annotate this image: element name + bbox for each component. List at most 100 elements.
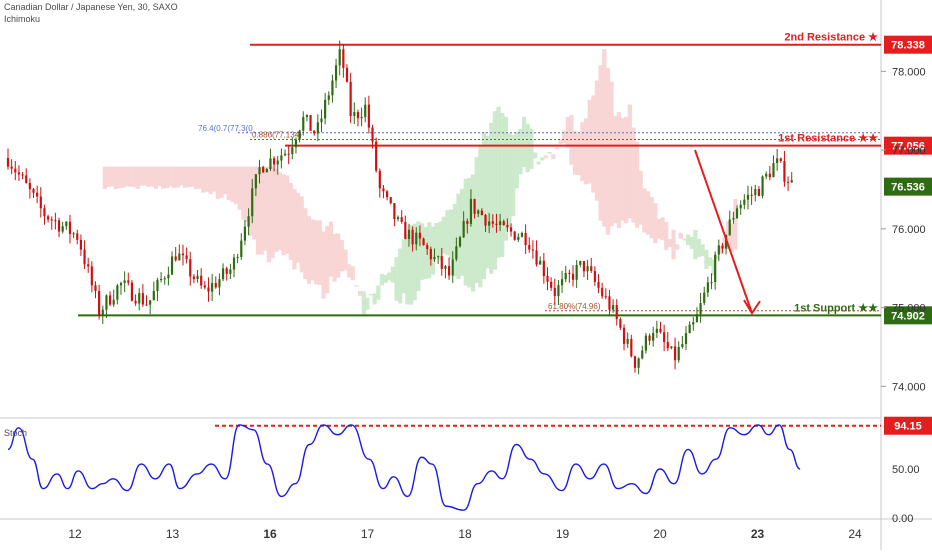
candle-body (535, 250, 538, 265)
chart-title: Canadian Dollar / Japanese Yen, 30, SAXO (4, 2, 178, 12)
cloud-segment (485, 135, 490, 269)
cloud-segment (718, 246, 724, 254)
candle-body (298, 130, 301, 140)
candle-body (101, 309, 104, 316)
cloud-segment (463, 178, 468, 286)
candle-body (699, 302, 702, 315)
candle-body (735, 208, 739, 219)
candle-body (495, 223, 498, 225)
candle (469, 189, 473, 227)
candle (39, 187, 42, 218)
candle-body (488, 221, 491, 226)
candle (345, 64, 349, 83)
candle-body (440, 256, 443, 269)
candle-body (116, 285, 119, 300)
cloud-segment (689, 236, 694, 249)
candle-body (695, 314, 699, 323)
candle (123, 271, 126, 293)
candle-body (655, 328, 658, 333)
candle-body (378, 170, 381, 189)
candle-body (39, 196, 42, 209)
indicator-label: Ichimoku (4, 14, 41, 24)
candle (324, 93, 327, 125)
candle (506, 218, 509, 232)
cloud-segment (274, 168, 279, 252)
cloud-segment (503, 116, 508, 241)
candle (612, 299, 615, 313)
cloud-segment (521, 116, 527, 168)
cloud-segment (631, 127, 636, 223)
candle-body (575, 264, 578, 280)
candle-body (491, 221, 494, 224)
candle-body (761, 176, 764, 196)
candle (637, 357, 640, 375)
cloud-segment (726, 221, 731, 250)
cloud-segment (489, 122, 494, 274)
candle (757, 186, 761, 197)
candle (666, 332, 669, 352)
cloud-segment (314, 220, 319, 285)
candle (185, 247, 188, 264)
candle (550, 277, 553, 291)
candle (334, 58, 338, 89)
cloud-segment (208, 166, 213, 195)
cloud-segment (660, 217, 665, 240)
candle (10, 159, 13, 175)
candle-body (644, 335, 648, 351)
candle-body (6, 157, 10, 167)
candle (681, 336, 684, 349)
level-tag-bg-1 (884, 136, 932, 155)
candle-body (717, 245, 720, 255)
candle (564, 265, 567, 283)
candle-body (615, 305, 618, 320)
cloud-segment (583, 118, 589, 185)
candle-body (371, 127, 374, 142)
candle-body (557, 285, 560, 297)
candle-body (141, 293, 144, 305)
cloud-segment (613, 115, 618, 224)
candle-body (25, 175, 28, 184)
candle (539, 256, 542, 265)
cloud-segment (419, 223, 425, 280)
candle-body (342, 49, 345, 68)
cloud-segment (441, 216, 447, 254)
candle (502, 219, 505, 226)
candle-body (287, 153, 290, 155)
candle (688, 321, 691, 334)
candle (276, 155, 279, 175)
x-tick-label: 12 (68, 527, 82, 541)
forecast-arrow (694, 149, 753, 314)
y-tick-label: 76.000 (892, 224, 926, 236)
candle (371, 124, 374, 149)
candle-body (316, 122, 319, 134)
candle (626, 332, 629, 348)
candle (604, 288, 607, 300)
candle (17, 165, 21, 181)
cloud-segment (449, 209, 454, 260)
stoch-tick-label: 50.00 (892, 464, 920, 476)
candle-body (739, 204, 742, 209)
candle (305, 114, 308, 122)
candle (112, 289, 115, 307)
cloud-segment (394, 257, 399, 301)
candle (218, 273, 221, 296)
candle-body (681, 344, 684, 347)
candle-body (119, 282, 123, 286)
candle (480, 208, 483, 216)
candle (101, 305, 104, 324)
candle (641, 345, 644, 360)
candle (32, 187, 35, 199)
candle-body (90, 266, 93, 286)
cloud-segment (412, 223, 417, 301)
cloud-segment (416, 221, 421, 292)
cloud-segment (711, 259, 716, 276)
candle-body (232, 257, 236, 270)
cloud-segment (532, 152, 538, 159)
cloud-segment (288, 183, 293, 260)
candle-body (123, 280, 126, 283)
cloud-segment (649, 197, 654, 239)
candle-body (156, 279, 159, 292)
y-tick-label: 75.000 (892, 303, 926, 315)
candle-body (637, 358, 640, 368)
candles (6, 40, 793, 375)
